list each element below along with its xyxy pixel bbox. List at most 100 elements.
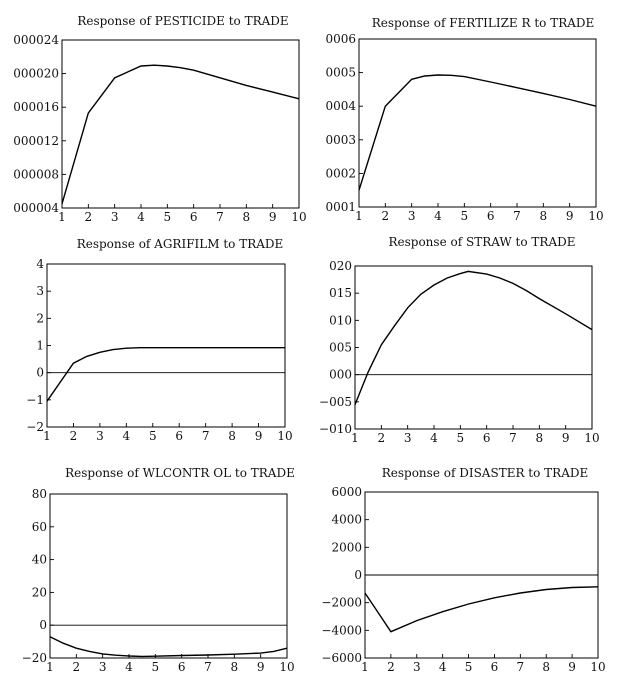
plot-frame bbox=[61, 39, 300, 209]
y-tick-label: −005 bbox=[319, 395, 352, 409]
x-tick-label: 9 bbox=[562, 431, 570, 445]
y-tick-label: −2 bbox=[26, 420, 44, 434]
y-tick-label: 010 bbox=[329, 313, 352, 327]
x-tick-label: 8 bbox=[228, 429, 236, 443]
y-tick-label: 40 bbox=[32, 553, 47, 567]
x-tick-label: 9 bbox=[566, 209, 574, 223]
plot-frame bbox=[46, 263, 286, 428]
response-line bbox=[364, 586, 599, 633]
x-tick-label: 6 bbox=[491, 660, 499, 674]
x-tick-label: 7 bbox=[204, 660, 212, 674]
plot-frame bbox=[49, 493, 288, 659]
y-tick-label: 0002 bbox=[325, 166, 356, 180]
panel-title: Response of DISASTER to TRADE bbox=[382, 466, 589, 480]
x-tick-label: 4 bbox=[125, 660, 133, 674]
y-tick-label: −2000 bbox=[321, 596, 362, 610]
y-tick-label: 000004 bbox=[13, 201, 59, 215]
x-tick-label: 7 bbox=[513, 209, 521, 223]
response-line bbox=[61, 64, 300, 204]
panel-title: Response of WLCONTR OL to TRADE bbox=[65, 466, 295, 480]
x-tick-label: 10 bbox=[588, 209, 603, 223]
x-tick-label: 2 bbox=[387, 660, 395, 674]
panel-title: Response of AGRIFILM to TRADE bbox=[77, 237, 284, 251]
x-tick-label: 2 bbox=[382, 209, 390, 223]
x-tick-label: 9 bbox=[255, 429, 263, 443]
x-tick-label: 9 bbox=[269, 210, 277, 224]
y-tick-label: 0006 bbox=[325, 32, 356, 46]
x-tick-label: 5 bbox=[152, 660, 160, 674]
x-tick-label: 6 bbox=[178, 660, 186, 674]
y-tick-label: −6000 bbox=[321, 651, 362, 665]
x-tick-label: 5 bbox=[465, 660, 473, 674]
x-tick-label: 7 bbox=[517, 660, 525, 674]
panel-straw: Response of STRAW to TRADE 1 2 3 4 5 6 7 8 9 10 02… bbox=[319, 235, 600, 445]
x-tick-label: 5 bbox=[457, 431, 465, 445]
x-tick-label: 8 bbox=[540, 209, 548, 223]
panel-fertilizer: Response of FERTILIZE R to TRADE 1 2 3 4 5 6 7… bbox=[325, 16, 603, 223]
x-tick-label: 5 bbox=[164, 210, 172, 224]
x-tick-label: 8 bbox=[542, 660, 550, 674]
x-tick-label: 1 bbox=[361, 660, 369, 674]
y-tick-label: 0001 bbox=[325, 200, 356, 214]
y-tick-label: 6000 bbox=[331, 485, 362, 499]
x-tick-label: 2 bbox=[85, 210, 93, 224]
x-tick-label: 6 bbox=[175, 429, 183, 443]
x-tick-label: 8 bbox=[536, 431, 544, 445]
x-tick-label: 10 bbox=[279, 660, 294, 674]
response-line bbox=[46, 347, 285, 402]
x-tick-label: 4 bbox=[434, 209, 442, 223]
x-tick-label: 10 bbox=[291, 210, 306, 224]
x-tick-label: 3 bbox=[99, 660, 107, 674]
y-tick-label: −20 bbox=[22, 651, 47, 665]
axis-ticks: 1 2 3 4 5 6 7 8 9 10 6000 4000 2000 0 −2000 −4000 −6000 bbox=[321, 485, 605, 674]
x-tick-label: 3 bbox=[404, 431, 412, 445]
y-tick-label: 1 bbox=[36, 339, 44, 353]
x-tick-label: 5 bbox=[461, 209, 469, 223]
x-tick-label: 6 bbox=[190, 210, 198, 224]
x-tick-label: 1 bbox=[58, 210, 66, 224]
y-tick-label: 80 bbox=[32, 487, 47, 501]
x-tick-label: 2 bbox=[70, 429, 78, 443]
y-tick-label: 2 bbox=[36, 311, 44, 325]
y-tick-label: 020 bbox=[329, 259, 352, 273]
x-tick-label: 3 bbox=[96, 429, 104, 443]
x-tick-label: 3 bbox=[408, 209, 416, 223]
y-tick-label: 000008 bbox=[13, 167, 59, 181]
y-tick-label: 0003 bbox=[325, 133, 356, 147]
x-tick-label: 7 bbox=[509, 431, 517, 445]
y-tick-label: 000020 bbox=[13, 67, 59, 81]
response-line bbox=[358, 74, 597, 191]
plot-frame bbox=[358, 38, 597, 208]
y-tick-label: 000016 bbox=[13, 100, 59, 114]
y-tick-label: −1 bbox=[26, 393, 44, 407]
x-tick-label: 4 bbox=[430, 431, 438, 445]
y-tick-label: 0005 bbox=[325, 66, 356, 80]
x-tick-label: 2 bbox=[378, 431, 386, 445]
x-tick-label: 6 bbox=[483, 431, 491, 445]
y-tick-label: 0 bbox=[354, 568, 362, 582]
x-tick-label: 2 bbox=[73, 660, 81, 674]
x-tick-label: 10 bbox=[584, 431, 599, 445]
x-tick-label: 1 bbox=[355, 209, 363, 223]
response-line bbox=[354, 270, 593, 405]
y-tick-label: −010 bbox=[319, 422, 352, 436]
x-tick-label: 7 bbox=[202, 429, 210, 443]
axis-ticks: 1 2 3 4 5 6 7 8 9 10 0006 0005 0004 0003 0002 0001 bbox=[325, 32, 603, 223]
x-tick-label: 8 bbox=[231, 660, 239, 674]
y-tick-label: 000 bbox=[329, 368, 352, 382]
x-tick-label: 3 bbox=[413, 660, 421, 674]
axis-ticks: 1 2 3 4 5 6 7 8 9 10 80 60 40 20 0 −20 bbox=[22, 487, 295, 674]
x-tick-label: 1 bbox=[351, 431, 359, 445]
y-tick-label: 60 bbox=[32, 520, 47, 534]
x-tick-label: 10 bbox=[590, 660, 605, 674]
y-tick-label: 3 bbox=[36, 284, 44, 298]
x-tick-label: 4 bbox=[439, 660, 447, 674]
x-tick-label: 4 bbox=[123, 429, 131, 443]
plot-frame bbox=[354, 265, 593, 430]
axis-ticks: 1 2 3 4 5 6 7 8 9 10 000024 000020 000016 000012 00000… bbox=[13, 33, 306, 224]
y-tick-label: 000024 bbox=[13, 33, 59, 47]
y-tick-label: 20 bbox=[32, 585, 47, 599]
x-tick-label: 1 bbox=[46, 660, 54, 674]
